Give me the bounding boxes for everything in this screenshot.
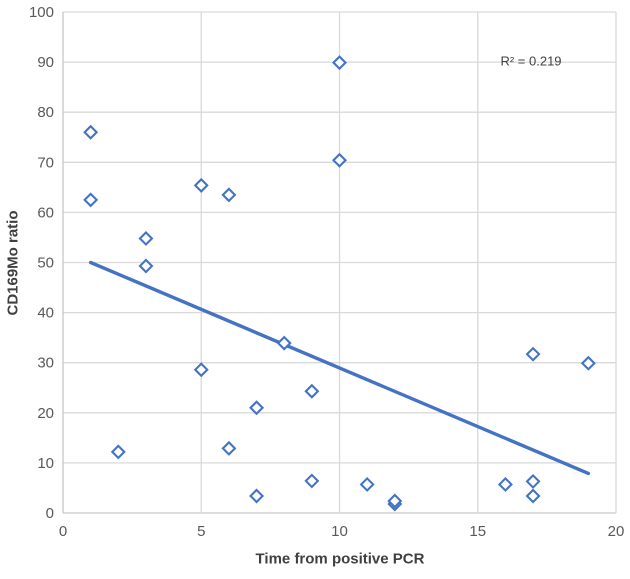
data-point-marker	[83, 192, 99, 208]
y-tick-label: 20	[37, 405, 54, 422]
data-point-marker	[83, 124, 99, 140]
x-tick-label: 20	[608, 523, 625, 540]
data-point-marker	[249, 400, 265, 416]
y-tick-label: 0	[46, 505, 54, 522]
y-tick-label: 60	[37, 204, 54, 221]
x-tick-label: 15	[469, 523, 486, 540]
data-point-marker	[138, 258, 154, 274]
x-tick-label: 5	[197, 523, 205, 540]
data-point-marker	[138, 230, 154, 246]
trendline	[88, 260, 591, 476]
y-tick-label: 80	[37, 104, 54, 121]
data-point-marker	[332, 152, 347, 168]
x-tick-label: 0	[59, 523, 67, 540]
data-point-marker	[525, 473, 541, 489]
data-point-marker	[304, 473, 320, 489]
y-tick-label: 50	[37, 255, 54, 272]
data-point-marker	[359, 476, 375, 492]
y-tick-label: 40	[37, 305, 54, 322]
data-point-marker	[276, 335, 292, 351]
data-point-marker	[525, 488, 541, 504]
data-point-marker	[525, 346, 541, 362]
data-point-marker	[249, 488, 265, 504]
data-point-marker	[580, 355, 596, 371]
data-point-marker	[332, 55, 347, 71]
data-point-marker	[221, 187, 237, 203]
y-tick-label: 10	[37, 455, 54, 472]
x-tick-label: 10	[331, 523, 348, 540]
y-tick-label: 100	[29, 4, 54, 21]
data-point-marker	[497, 476, 513, 492]
r-squared-annotation: R² = 0.219	[500, 53, 562, 69]
y-axis-title: CD169Mo ratio	[4, 210, 22, 316]
data-point-marker	[110, 444, 126, 460]
data-point-marker	[193, 362, 209, 378]
data-point-marker	[387, 493, 403, 509]
data-point-marker	[193, 177, 209, 193]
y-tick-label: 90	[37, 54, 54, 71]
x-axis-title: Time from positive PCR	[255, 550, 425, 568]
data-point-marker	[304, 383, 320, 399]
y-tick-label: 30	[37, 355, 54, 372]
data-point-marker	[221, 440, 237, 456]
y-tick-label: 70	[37, 154, 54, 171]
